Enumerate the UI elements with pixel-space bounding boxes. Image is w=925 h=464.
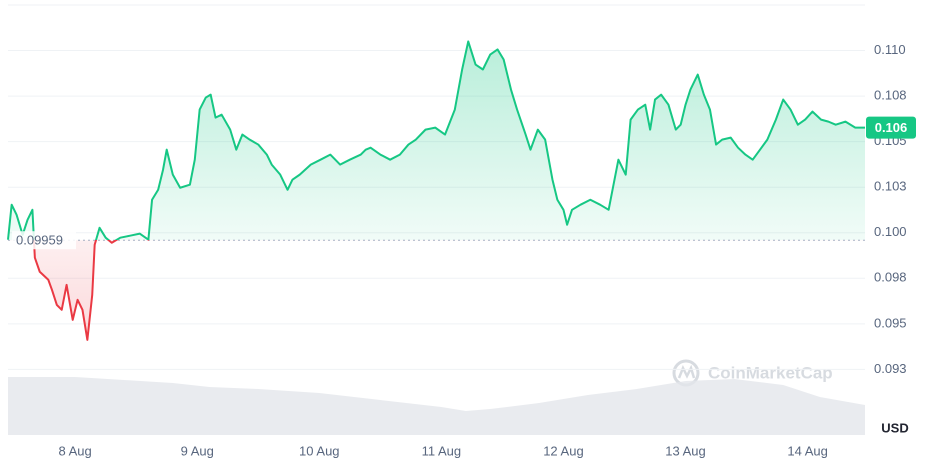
y-tick-label: 0.095 — [874, 315, 907, 330]
watermark-text: CoinMarketCap — [708, 363, 833, 382]
baseline-label: 0.09959 — [16, 233, 63, 248]
y-tick-label: 0.108 — [874, 88, 907, 103]
x-tick-label: 13 Aug — [665, 443, 706, 458]
volume-area — [8, 377, 865, 435]
x-tick-label: 8 Aug — [59, 443, 92, 458]
baseline-label-bg — [12, 231, 76, 250]
x-tick-label: 14 Aug — [787, 443, 828, 458]
y-tick-label: 0.100 — [874, 224, 907, 239]
y-tick-label: 0.103 — [874, 179, 907, 194]
y-unit: USD — [881, 420, 908, 435]
x-tick-label: 12 Aug — [543, 443, 584, 458]
y-tick-label: 0.110 — [874, 42, 906, 57]
price-area — [8, 41, 865, 340]
x-tick-label: 11 Aug — [422, 443, 462, 458]
x-tick-label: 9 Aug — [181, 443, 214, 458]
current-price-label: 0.106 — [875, 120, 908, 135]
y-tick-label: 0.098 — [874, 270, 907, 285]
x-tick-label: 10 Aug — [299, 443, 340, 458]
y-tick-label: 0.093 — [874, 361, 907, 376]
current-price-badge — [866, 116, 916, 139]
price-line — [7, 40, 865, 341]
